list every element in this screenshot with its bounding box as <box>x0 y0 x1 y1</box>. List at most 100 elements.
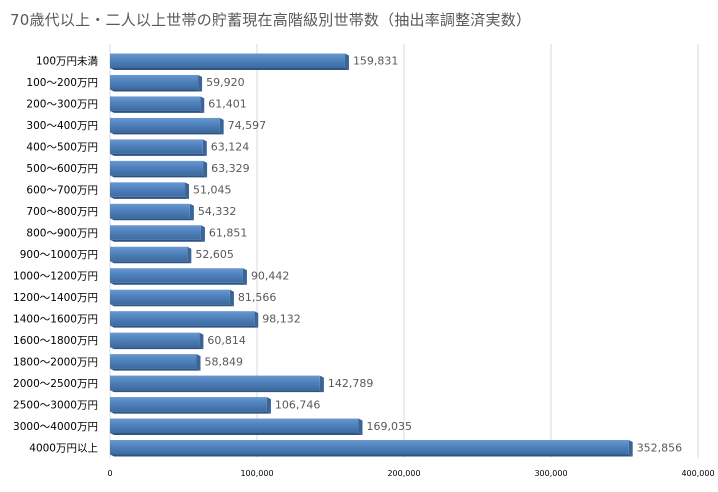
bar-bottom-face <box>110 89 203 92</box>
bar <box>110 96 205 113</box>
bar-side-face <box>187 246 192 264</box>
value-label: 98,132 <box>262 312 301 325</box>
value-label: 90,442 <box>251 269 290 282</box>
bar-front-face <box>110 289 230 305</box>
bar-front-face <box>110 440 629 455</box>
bar-front-face <box>110 117 220 133</box>
bar <box>110 375 324 393</box>
bar-bottom-face <box>110 175 208 178</box>
bar-bottom-face <box>110 304 234 307</box>
bar-side-face <box>242 268 247 285</box>
bar-side-face <box>200 96 205 113</box>
bar <box>110 311 259 328</box>
bar-front-face <box>110 225 201 240</box>
bar-side-face <box>628 440 633 457</box>
bar-side-face <box>219 117 224 135</box>
bar-side-face <box>203 160 208 178</box>
value-label: 54,332 <box>198 205 237 218</box>
category-label: 1600～1800万円 <box>13 335 98 347</box>
bar-bottom-face <box>110 390 324 393</box>
bar-bottom-face <box>110 368 201 371</box>
value-label: 74,597 <box>228 119 267 132</box>
bar-bottom-face <box>110 454 633 457</box>
value-label: 51,045 <box>193 184 232 197</box>
category-label: 1800～2000万円 <box>13 356 98 368</box>
category-label: 3000～4000万円 <box>13 421 98 433</box>
bar <box>110 203 194 221</box>
bar-bottom-face <box>110 433 363 436</box>
category-label: 2000～2500万円 <box>13 378 98 390</box>
bar <box>110 225 205 242</box>
value-label: 159,831 <box>353 55 399 68</box>
bar <box>110 418 363 436</box>
bar-bottom-face <box>110 282 247 285</box>
bar-side-face <box>185 182 190 199</box>
bar-bottom-face <box>110 196 190 199</box>
value-label: 63,329 <box>211 162 250 175</box>
bar-side-face <box>254 311 259 328</box>
bar-front-face <box>110 74 199 90</box>
category-label: 600～700万円 <box>26 185 98 197</box>
category-label: 1000～1200万円 <box>13 270 98 282</box>
bar-side-face <box>199 332 204 350</box>
value-label: 106,746 <box>275 398 321 411</box>
bar-front-face <box>110 268 243 283</box>
bar-bottom-face <box>110 347 204 350</box>
bar-side-face <box>196 354 201 371</box>
bar <box>110 53 349 70</box>
bar <box>110 332 204 350</box>
category-label: 500～600万円 <box>26 163 98 175</box>
x-tick-label: 300,000 <box>534 469 567 478</box>
category-label: 4000万円以上 <box>29 442 98 454</box>
labels: 0 100,000 200,000 300,000 400,000 100万円未満 159,… <box>13 55 715 478</box>
category-label: 800～900万円 <box>26 228 98 240</box>
bar-side-face <box>266 397 271 414</box>
bar-bottom-face <box>110 239 205 242</box>
x-tick-label: 100,000 <box>240 469 273 478</box>
bar-front-face <box>110 139 203 154</box>
value-label: 60,814 <box>207 334 246 347</box>
bar-front-face <box>110 418 359 434</box>
value-label: 63,124 <box>211 141 250 154</box>
x-tick-label: 400,000 <box>681 469 714 478</box>
bar-side-face <box>189 203 194 221</box>
bar-front-face <box>110 375 320 391</box>
bar-side-face <box>344 53 349 70</box>
category-label: 200～300万円 <box>26 99 98 111</box>
bars <box>110 53 633 457</box>
bar-front-face <box>110 397 267 412</box>
bar <box>110 246 192 264</box>
bar <box>110 289 234 307</box>
bar-front-face <box>110 311 255 326</box>
x-tick-label: 0 <box>107 469 112 478</box>
bar <box>110 354 201 371</box>
bar-side-face <box>319 375 324 393</box>
category-label: 700～800万円 <box>26 206 98 218</box>
category-label: 100～200万円 <box>26 77 98 89</box>
bar-front-face <box>110 246 188 262</box>
value-label: 59,920 <box>206 76 245 89</box>
bar-front-face <box>110 354 197 369</box>
bar-bottom-face <box>110 110 205 113</box>
bar <box>110 139 207 156</box>
category-label: 300～400万円 <box>26 120 98 132</box>
bar-side-face <box>358 418 363 436</box>
category-label: 2500～3000万円 <box>13 399 98 411</box>
value-label: 142,789 <box>328 377 374 390</box>
category-label: 400～500万円 <box>26 142 98 154</box>
bar-bottom-face <box>110 325 259 328</box>
value-label: 61,401 <box>208 98 247 111</box>
bar <box>110 268 247 285</box>
value-label: 61,851 <box>209 227 248 240</box>
bar-front-face <box>110 160 204 176</box>
bar <box>110 397 271 414</box>
bar-front-face <box>110 332 200 348</box>
bar-bottom-face <box>110 67 349 70</box>
value-label: 81,566 <box>238 291 277 304</box>
chart-title: 70歳代以上・二人以上世帯の貯蓄現在高階級別世帯数（抽出率調整済実数） <box>10 11 532 29</box>
bar-side-face <box>198 74 203 92</box>
bar-bottom-face <box>110 411 271 414</box>
bar <box>110 117 224 135</box>
category-label: 900～1000万円 <box>20 249 98 261</box>
